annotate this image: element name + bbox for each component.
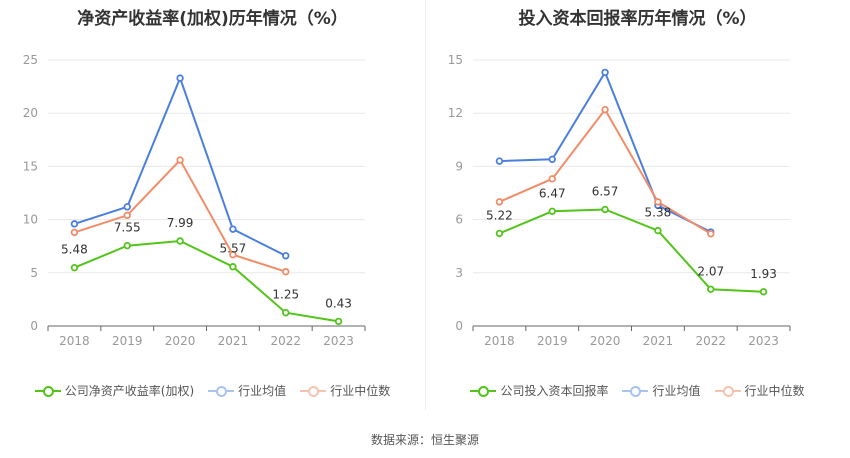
- x-tick-label: 2021: [218, 334, 249, 348]
- data-label: 2.07: [697, 264, 724, 278]
- x-tick-label: 2018: [59, 334, 90, 348]
- legend-marker-company-icon: [470, 384, 497, 398]
- legend-marker-average-icon: [622, 384, 649, 398]
- data-label: 5.22: [486, 208, 513, 222]
- y-tick-label: 9: [455, 159, 463, 173]
- data-label: 5.57: [220, 242, 247, 256]
- data-point-median: [495, 198, 504, 206]
- data-point-company: [654, 226, 662, 235]
- legend-item-company[interactable]: 公司净资产收益率(加权): [34, 382, 195, 399]
- x-tick-label: 2023: [323, 334, 354, 348]
- x-tick-label: 2019: [112, 334, 143, 348]
- legend-label-average: 行业均值: [238, 384, 287, 398]
- legend-label-median: 行业中位数: [330, 384, 391, 398]
- data-label: 5.48: [61, 243, 88, 257]
- data-point-median: [707, 230, 715, 238]
- data-point-average: [495, 157, 504, 165]
- data-point-company: [495, 229, 504, 238]
- y-tick-label: 12: [448, 106, 463, 120]
- data-label: 6.47: [539, 186, 566, 200]
- x-tick-label: 2018: [484, 334, 515, 348]
- data-label: 5.38: [645, 206, 672, 220]
- data-point-average: [70, 220, 79, 228]
- y-tick-label: 15: [23, 159, 38, 173]
- x-tick-label: 2022: [695, 334, 726, 348]
- legend-item-average[interactable]: 行业均值: [622, 382, 701, 399]
- data-point-company: [707, 285, 715, 293]
- data-point-average: [282, 252, 290, 260]
- legend-item-median[interactable]: 行业中位数: [300, 382, 390, 399]
- y-tick-label: 0: [30, 319, 38, 333]
- legend-label-median: 行业中位数: [744, 384, 805, 398]
- x-tick-label: 2021: [643, 334, 674, 348]
- roe-chart-panel: 净资产收益率(加权)历年情况（%） 0 5 10 15 20 25 2018 2019 2020…: [0, 0, 425, 420]
- data-point-median: [176, 156, 184, 164]
- data-label: 7.99: [167, 216, 194, 230]
- data-label: 7.55: [114, 221, 141, 235]
- data-label: 0.43: [325, 296, 352, 310]
- legend-item-average[interactable]: 行业均值: [208, 382, 286, 399]
- roe-chart-title: 净资产收益率(加权)历年情况（%）: [77, 9, 348, 29]
- legend-item-median[interactable]: 行业中位数: [714, 382, 805, 399]
- data-label: 6.57: [592, 184, 619, 198]
- y-tick-label: 6: [455, 213, 463, 227]
- data-point-median: [282, 268, 290, 276]
- legend-item-company[interactable]: 公司投入资本回报率: [470, 382, 608, 399]
- x-tick-label: 2023: [748, 334, 779, 348]
- data-point-company: [759, 288, 768, 296]
- legend-label-company: 公司净资产收益率(加权): [64, 384, 195, 398]
- data-label: 1.93: [750, 267, 777, 281]
- data-point-average: [229, 225, 237, 233]
- data-point-company: [282, 309, 290, 317]
- x-tick-label: 2019: [537, 334, 568, 348]
- panel-divider: [425, 0, 426, 410]
- data-point-company: [176, 237, 184, 245]
- legend-marker-average-icon: [208, 384, 235, 398]
- data-point-average: [601, 68, 609, 77]
- data-point-median: [70, 228, 79, 237]
- data-point-median: [601, 105, 609, 114]
- data-point-median: [654, 198, 662, 206]
- data-point-average: [123, 203, 131, 211]
- y-tick-label: 5: [30, 266, 38, 280]
- data-point-company: [229, 263, 237, 271]
- legend-label-company: 公司投入资本回报率: [500, 384, 609, 398]
- y-tick-label: 20: [23, 106, 38, 120]
- series-line-company: [74, 239, 339, 323]
- y-tick-label: 10: [23, 213, 38, 227]
- roic-legend: 公司投入资本回报率 行业均值 行业中位数: [425, 382, 850, 399]
- data-point-median: [548, 175, 556, 183]
- legend-marker-median-icon: [714, 384, 741, 398]
- series-line-company: [499, 208, 764, 293]
- data-point-company: [123, 241, 131, 250]
- x-tick-label: 2020: [165, 334, 196, 348]
- data-point-average: [176, 74, 184, 82]
- data-point-median: [123, 211, 131, 220]
- data-point-median: [229, 251, 237, 259]
- legend-label-average: 行业均值: [652, 384, 701, 398]
- data-point-company: [334, 317, 343, 326]
- data-label: 1.25: [272, 288, 299, 302]
- data-point-company: [548, 207, 556, 215]
- data-point-company: [601, 205, 609, 214]
- roe-chart-svg: 0 5 10 15 20 25 2018 2019 2020 2021 2022 2023 5.48 7.…: [23, 53, 366, 348]
- roe-legend: 公司净资产收益率(加权) 行业均值 行业中位数: [0, 382, 425, 399]
- roic-chart-panel: 投入资本回报率历年情况（%） 0 3 6 9 12 15 2018 2019 2020 2021 2…: [425, 0, 850, 420]
- data-point-company: [70, 263, 79, 272]
- series-line-median: [498, 107, 712, 235]
- y-tick-label: 0: [455, 319, 463, 333]
- legend-marker-company-icon: [34, 384, 61, 398]
- x-tick-label: 2022: [270, 334, 301, 348]
- legend-marker-median-icon: [300, 384, 327, 398]
- y-tick-label: 25: [23, 53, 38, 67]
- data-point-average: [548, 155, 556, 164]
- y-tick-label: 15: [448, 53, 463, 67]
- roic-chart-title: 投入资本回报率历年情况（%）: [518, 9, 757, 29]
- data-source-note: 数据来源：恒生聚源: [370, 433, 479, 447]
- roic-chart-svg: 0 3 6 9 12 15 2018 2019 2020 2021 2022 2023 5.22 6.47…: [448, 53, 791, 348]
- x-tick-label: 2020: [590, 334, 621, 348]
- y-tick-label: 3: [455, 266, 463, 280]
